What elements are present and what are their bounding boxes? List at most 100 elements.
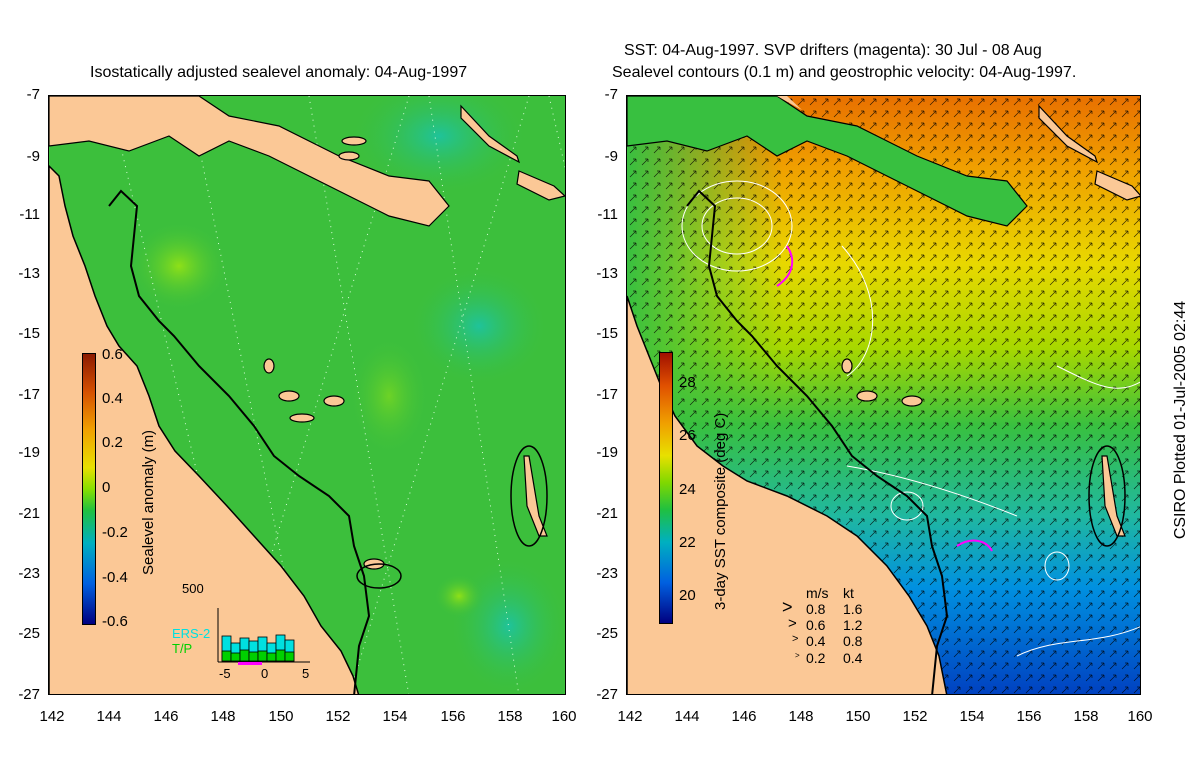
- left-lon-tick: 154: [382, 708, 408, 725]
- right-lat-tick: -11: [597, 206, 618, 223]
- new-guinea-coast: [627, 96, 1028, 227]
- left-lon-tick: 144: [96, 708, 122, 725]
- velocity-legend-header-ms: m/s: [806, 585, 829, 601]
- sst-colorbar-title: 3-day SST composite (deg C): [712, 412, 729, 610]
- histogram-svg: [217, 608, 310, 665]
- left-lat-tick: -25: [18, 625, 40, 642]
- right-lon-tick: 154: [959, 708, 985, 725]
- anomaly-high-region: [434, 574, 484, 618]
- anomaly-high-region: [129, 221, 229, 311]
- right-lon-tick: 148: [788, 708, 814, 725]
- histogram-legend-tp: T/P: [172, 641, 193, 656]
- new-guinea-land: [627, 96, 802, 110]
- track-count-histogram: [214, 608, 310, 668]
- left-lat-tick: -27: [18, 686, 40, 703]
- new-guinea-land: [49, 96, 450, 227]
- sealevel-colorbar-tick: 0: [102, 479, 111, 496]
- tp-bars: [221, 649, 295, 662]
- left-lat-tick: -15: [18, 325, 40, 342]
- sealevel-colorbar-tick: 0.2: [102, 434, 123, 451]
- right-lat-tick: -17: [596, 386, 618, 403]
- right-lon-tick: 152: [902, 708, 928, 725]
- right-lon-tick: 146: [731, 708, 757, 725]
- velocity-legend-kt: 1.6: [843, 601, 863, 617]
- right-lon-tick: 144: [674, 708, 700, 725]
- left-lat-tick: -21: [18, 505, 40, 522]
- sst-colorbar-tick: 28: [679, 374, 696, 391]
- reef-outlines: [1088, 445, 1126, 547]
- left-lon-tick: 146: [153, 708, 179, 725]
- right-lat-tick: -9: [604, 148, 618, 165]
- velocity-legend-arrow: >: [795, 651, 800, 660]
- right-lon-tick: 160: [1127, 708, 1153, 725]
- velocity-legend-arrow: >: [782, 597, 793, 617]
- histogram-ymax: 500: [182, 581, 204, 596]
- right-lon-tick: 158: [1073, 708, 1099, 725]
- sealevel-map-svg: [49, 96, 565, 694]
- histogram-drifter-band: [238, 662, 262, 665]
- right-lat-tick: -21: [596, 505, 618, 522]
- reef-outlines: [356, 445, 548, 589]
- sealevel-colorbar-tick: 0.4: [102, 390, 123, 407]
- sst-colorbar-tick: 20: [679, 587, 696, 604]
- left-lon-tick: 150: [268, 708, 294, 725]
- sst-colorbar-tick: 24: [679, 481, 696, 498]
- histogram-legend-ers2: ERS-2: [172, 626, 211, 641]
- velocity-legend-ms: 0.2: [806, 650, 826, 666]
- sst-colorbar-tick: 22: [679, 534, 696, 551]
- left-lon-tick: 160: [551, 708, 577, 725]
- velocity-legend-ms: 0.4: [806, 633, 826, 649]
- shelf-isobath: [686, 189, 949, 694]
- left-map-title: Isostatically adjusted sealevel anomaly:…: [90, 64, 468, 81]
- plot-credit: CSIRO Plotted 01-Jul-2005 02:44: [1172, 300, 1189, 540]
- anomaly-low-region: [409, 266, 549, 386]
- left-lon-tick: 156: [440, 708, 466, 725]
- left-lat-tick: -13: [18, 265, 40, 282]
- right-lat-tick: -27: [596, 686, 618, 703]
- islands: [263, 104, 565, 570]
- right-lat-tick: -19: [596, 444, 618, 461]
- right-lat-tick: -15: [596, 325, 618, 342]
- left-lon-tick: 142: [39, 708, 65, 725]
- left-lat-tick: -19: [18, 444, 40, 461]
- left-lat-tick: -11: [19, 206, 40, 223]
- right-lat-tick: -13: [596, 265, 618, 282]
- left-lon-tick: 152: [325, 708, 351, 725]
- svp-drifters: [776, 245, 993, 552]
- sst-colorbar-tick: 26: [679, 427, 696, 444]
- sst-map-svg: [627, 96, 1140, 694]
- histogram-xtick: 5: [302, 666, 310, 681]
- sealevel-colorbar-tick: -0.2: [102, 524, 128, 541]
- left-lon-tick: 158: [497, 708, 523, 725]
- sealevel-colorbar-title: Sealevel anomaly (m): [140, 429, 157, 575]
- sst-colorbar: [659, 352, 673, 624]
- histogram-xtick: 0: [261, 666, 269, 681]
- sealevel-contours: [681, 180, 1140, 657]
- velocity-legend-ms: 0.6: [806, 617, 826, 633]
- right-lat-tick: -7: [604, 86, 618, 103]
- velocity-legend-arrow: >: [792, 633, 799, 645]
- right-lon-tick: 142: [617, 708, 643, 725]
- sealevel-colorbar-tick: -0.4: [102, 569, 128, 586]
- left-lat-tick: -23: [18, 565, 40, 582]
- anomaly-high-region: [349, 336, 429, 456]
- right-map-title-line2: Sealevel contours (0.1 m) and geostrophi…: [612, 64, 1077, 81]
- velocity-legend-arrow: >: [788, 615, 797, 632]
- right-lon-tick: 150: [845, 708, 871, 725]
- left-lat-tick: -7: [26, 86, 40, 103]
- right-map-title-line1: SST: 04-Aug-1997. SVP drifters (magenta)…: [624, 42, 1042, 59]
- sst-map: [626, 95, 1141, 695]
- velocity-legend-ms: 0.8: [806, 601, 826, 617]
- velocity-legend-kt: 0.8: [843, 633, 863, 649]
- sealevel-colorbar-tick: -0.6: [102, 613, 128, 630]
- left-lon-tick: 148: [210, 708, 236, 725]
- sealevel-colorbar: [82, 353, 96, 625]
- sealevel-anomaly-map: [48, 95, 566, 695]
- australia-land: [49, 164, 360, 694]
- islands: [841, 104, 1140, 537]
- histogram-xtick: -5: [219, 666, 231, 681]
- velocity-legend-kt: 1.2: [843, 617, 863, 633]
- right-lon-tick: 156: [1016, 708, 1042, 725]
- velocity-legend-kt: 0.4: [843, 650, 863, 666]
- shelf-isobath: [108, 189, 371, 694]
